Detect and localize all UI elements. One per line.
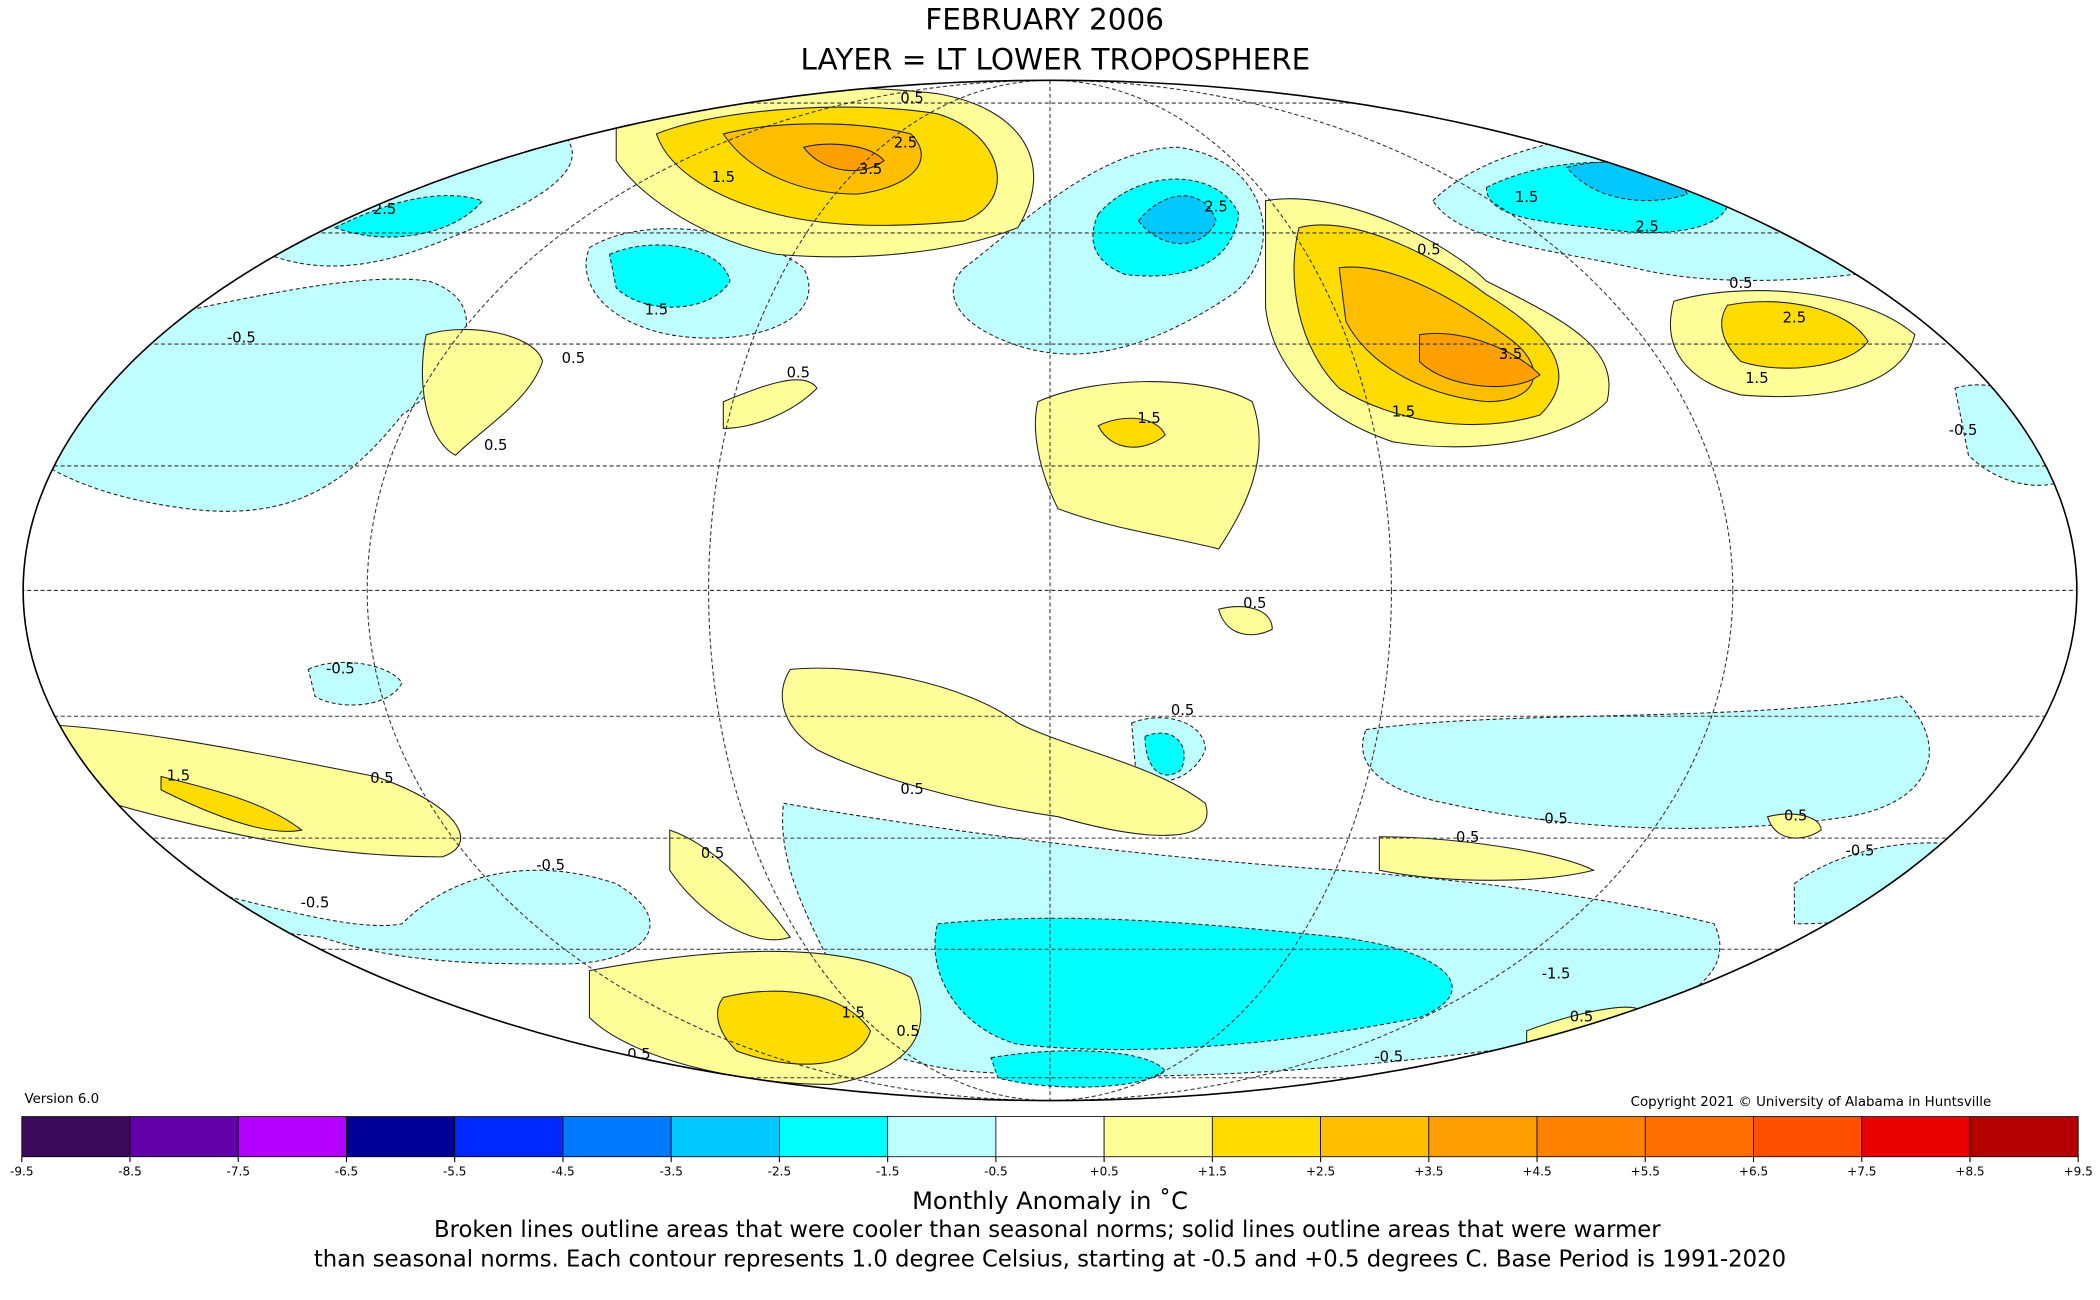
colorbar-segment <box>995 1116 1105 1158</box>
colorbar-segment <box>1536 1116 1646 1158</box>
colorbar-tick-label: +4.5 <box>1522 1164 1551 1178</box>
contour-label: -0.5 <box>1949 422 1978 439</box>
title: FEBRUARY 2006 <box>925 2 1164 36</box>
contour-label: -1.5 <box>1542 966 1571 983</box>
contour-label: 0.5 <box>1417 241 1440 258</box>
contour-label: 1.5 <box>1392 403 1415 420</box>
colorbar-tick-label: -5.5 <box>443 1164 466 1178</box>
version: Version 6.0 <box>24 1092 99 1107</box>
contour-label: 2.5 <box>1204 199 1227 216</box>
colorbar-tick-label: +7.5 <box>1847 1164 1876 1178</box>
contour-label: 2.5 <box>373 201 396 218</box>
contour-label: 2.5 <box>894 134 917 151</box>
contour-label: 0.5 <box>896 1023 919 1040</box>
contour-label: 0.5 <box>1784 808 1807 825</box>
colorbar-tick-label: +3.5 <box>1414 1164 1443 1178</box>
colorbar-tick-label: -1.5 <box>876 1164 899 1178</box>
contour-label: -0.5 <box>301 895 330 912</box>
contour-label: 2.5 <box>1635 219 1658 236</box>
colorbar-segment <box>1861 1116 1971 1158</box>
contour-label: 0.5 <box>900 90 923 107</box>
colorbar-segment <box>129 1116 239 1158</box>
colorbar-segment <box>1320 1116 1430 1158</box>
contour-label: 1.5 <box>1515 189 1538 206</box>
contour-label: 0.5 <box>787 365 810 382</box>
colorbar-segment <box>1211 1116 1321 1158</box>
colorbar-title: Monthly Anomaly in ˚C <box>912 1187 1188 1215</box>
caption-line: Broken lines outline areas that were coo… <box>434 1217 1661 1243</box>
colorbar-segment <box>887 1116 997 1158</box>
colorbar-segment <box>237 1116 347 1158</box>
colorbar-tick-label: -9.5 <box>10 1164 33 1178</box>
contour-label: -0.5 <box>227 330 256 347</box>
contour-label: 2.5 <box>1783 310 1806 327</box>
colorbar-tick-label: +5.5 <box>1631 1164 1660 1178</box>
contour-label: -0.5 <box>1539 810 1568 827</box>
colorbar-segment <box>454 1116 564 1158</box>
contour-label: 1.5 <box>1137 410 1160 427</box>
globe-outline <box>22 79 2078 1102</box>
colorbar-tick-label: -8.5 <box>118 1164 141 1178</box>
contour-label: -0.5 <box>1374 1049 1403 1066</box>
colorbar-tick-label: +6.5 <box>1739 1164 1768 1178</box>
contour-label: 3.5 <box>859 161 882 178</box>
colorbar-tick-label: -2.5 <box>768 1164 791 1178</box>
colorbar-tick-label: +2.5 <box>1306 1164 1335 1178</box>
contour-label: 0.5 <box>701 845 724 862</box>
contour-label: 1.5 <box>645 302 668 319</box>
contour-label: 0.5 <box>1171 702 1194 719</box>
contour-label: 0.5 <box>1456 829 1479 846</box>
contour-label: 0.5 <box>900 781 923 798</box>
colorbar: -9.5 -8.5 -7.5 -6.5 -5.5 -4.5 -3.5 -2.5 -1.5 -0.5… <box>10 1116 2093 1178</box>
colorbar-segment <box>1753 1116 1863 1158</box>
colorbar-segment <box>21 1116 131 1158</box>
contour-label: 1.5 <box>841 1004 864 1021</box>
colorbar-segment <box>670 1116 780 1158</box>
contour-label: -0.5 <box>326 660 355 677</box>
subtitle: LAYER = LT LOWER TROPOSPHERE <box>800 43 1310 77</box>
colorbar-tick-label: -7.5 <box>227 1164 250 1178</box>
contour-label: 0.5 <box>370 770 393 787</box>
colorbar-segment <box>1969 1116 2079 1158</box>
colorbar-tick-label: -6.5 <box>335 1164 358 1178</box>
colorbar-tick-label: +9.5 <box>2064 1164 2093 1178</box>
caption-line: than seasonal norms. Each contour repres… <box>314 1247 1786 1273</box>
colorbar-tick-label: -3.5 <box>659 1164 682 1178</box>
contour-label: 0.5 <box>1243 595 1266 612</box>
colorbar-tick-label: -4.5 <box>551 1164 574 1178</box>
colorbar-segment <box>1103 1116 1213 1158</box>
contour-label: 1.5 <box>167 768 190 785</box>
anomaly-map: 2.5 1.5 3.5 2.5 0.5 2.5 1.5 2.5 0.5 0.5 2.5 1.5 3.5 1… <box>23 80 2077 1101</box>
contour-labels: 2.5 1.5 3.5 2.5 0.5 2.5 1.5 2.5 0.5 0.5 2.5 1.5 3.5 1… <box>167 90 1978 1066</box>
colorbar-tick-label: +1.5 <box>1198 1164 1227 1178</box>
contour-label: 0.5 <box>1729 275 1752 292</box>
colorbar-tick-label: -0.5 <box>984 1164 1007 1178</box>
colorbar-tick-label: +0.5 <box>1090 1164 1119 1178</box>
contour-label: 1.5 <box>712 169 735 186</box>
colorbar-tick-label: +8.5 <box>1955 1164 1984 1178</box>
colorbar-segment <box>1428 1116 1538 1158</box>
colorbar-segment <box>1644 1116 1754 1158</box>
contour-label: 0.5 <box>1570 1009 1593 1026</box>
contour-label: -0.5 <box>536 857 565 874</box>
colorbar-segment <box>562 1116 672 1158</box>
colorbar-segment <box>779 1116 889 1158</box>
copyright: Copyright 2021 © University of Alabama i… <box>1631 1095 1992 1110</box>
contour-label: 1.5 <box>1745 370 1768 387</box>
contour-label: 0.5 <box>562 350 585 367</box>
colorbar-segment <box>346 1116 456 1158</box>
contour-label: 3.5 <box>1499 346 1522 363</box>
contour-label: 0.5 <box>484 437 507 454</box>
contour-label: -0.5 <box>1846 842 1875 859</box>
